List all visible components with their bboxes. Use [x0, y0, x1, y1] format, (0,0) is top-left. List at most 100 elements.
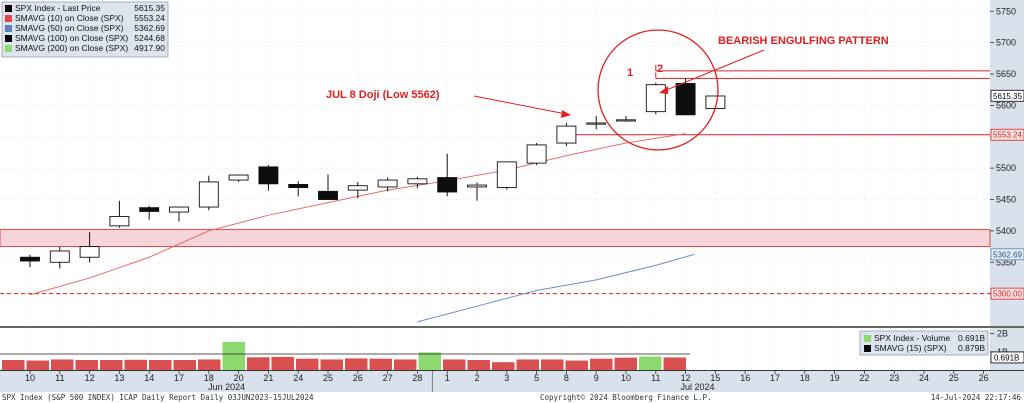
volume-bar	[516, 359, 539, 370]
volume-bar	[173, 360, 196, 370]
price-legend-box	[1, 1, 169, 58]
price-tick-label: 5650	[996, 69, 1016, 79]
date-tick-label: 2	[474, 373, 479, 383]
date-tick-label: 25	[323, 373, 333, 383]
date-tick-label: 24	[293, 373, 303, 383]
price-legend: SPX Index - Last Price 5615.35 SMAVG (10) …	[1, 1, 169, 58]
volume-bar	[51, 359, 74, 370]
date-tick-label: 17	[770, 373, 780, 383]
volume-bar	[590, 358, 613, 370]
legend-series-name: SPX Index - Last Price	[15, 3, 101, 13]
candle-body	[675, 82, 696, 116]
volume-bar	[443, 359, 466, 370]
candle-body	[258, 166, 279, 185]
date-tick-label: 17	[174, 373, 184, 383]
date-tick-label: 9	[594, 373, 599, 383]
volume-bar	[124, 359, 147, 370]
price-tag	[990, 89, 1024, 102]
date-tick-label: 28	[412, 373, 422, 383]
price-axis-panel	[990, 0, 1024, 326]
date-tick-label: 23	[889, 373, 899, 383]
date-tick-label: 26	[979, 373, 989, 383]
date-tick-label: 1	[445, 373, 450, 383]
legend-series-value: 5553.24	[134, 13, 165, 23]
volume-bars	[0, 341, 690, 370]
resistance-zone-band	[0, 229, 991, 247]
date-tick-label: 10	[621, 373, 631, 383]
candle-body	[49, 250, 70, 263]
volume-bar	[418, 352, 441, 370]
volume-legend: SPX Index - Volume 0.691B SMAVG (15) (SPX)…	[859, 330, 989, 356]
volume-bar	[296, 358, 319, 370]
candle-body	[377, 179, 398, 188]
doji-arrowhead	[561, 110, 571, 118]
annotations: BEARISH ENGULFING PATTERN JUL 8 Doji (Lo…	[326, 29, 889, 151]
volume-bar	[467, 360, 490, 370]
candle-body	[407, 178, 428, 185]
date-tick-label: 10	[25, 373, 35, 383]
candle-body	[169, 206, 189, 213]
volume-bar	[345, 358, 368, 370]
volume-bar	[565, 360, 588, 370]
footer-center: Copyright© 2024 Bloomberg Finance L.P.	[540, 393, 712, 402]
date-tick-label: 15	[710, 373, 720, 383]
legend-series-name: SMAVG (100) on Close (SPX)	[15, 33, 128, 43]
price-tags: 5615.35 5553.24 5362.69 5300.00 0.691B	[990, 89, 1024, 364]
date-tick-label: 3	[504, 373, 509, 383]
footer-left: SPX Index (S&P 500 INDEX) ICAP Daily Rep…	[2, 393, 314, 402]
doji-label: JUL 8 Doji (Low 5562)	[326, 89, 440, 101]
volume-bar	[614, 357, 637, 370]
volume-bar	[663, 357, 686, 370]
date-tick-label: 8	[564, 373, 569, 383]
volume-bar	[639, 356, 662, 370]
volume-bar	[222, 341, 245, 370]
volume-tag	[990, 351, 1024, 364]
price-tick-label: 5350	[996, 257, 1016, 267]
date-tick-label: 20	[234, 373, 244, 383]
volume-bar	[198, 359, 221, 370]
volume-bar	[394, 359, 417, 370]
price-tag-label: 5615.35	[993, 92, 1022, 101]
date-axis: 10 11 12 13 14 17 18 20 21 24 25 26 27 28 1 2 3 5 8 9 10 11 12…	[25, 370, 989, 392]
price-tag-label: 5362.69	[993, 250, 1022, 259]
date-tick-label: 13	[114, 373, 124, 383]
legend-series-name: SPX Index - Volume	[874, 333, 950, 343]
volume-bar	[271, 356, 294, 370]
date-tick-label: 26	[353, 373, 363, 383]
bearish-engulfing-label: BEARISH ENGULFING PATTERN	[718, 35, 889, 47]
legend-series-name: SMAVG (200) on Close (SPX)	[15, 43, 128, 53]
candle-2-label: 2	[657, 63, 663, 75]
resistance-zone	[0, 229, 991, 247]
date-tick-label: 5	[534, 373, 539, 383]
date-tick-label: 21	[263, 373, 273, 383]
month-label: Jun 2024	[208, 382, 245, 392]
price-tag	[990, 287, 1024, 300]
legend-swatch	[5, 5, 12, 12]
footer-right: 14-Jul-2024 22:17:46	[931, 393, 1022, 402]
legend-swatch	[5, 45, 12, 52]
candle-body	[318, 190, 338, 200]
volume-bar	[492, 362, 515, 370]
date-tick-label: 27	[383, 373, 393, 383]
price-tick-label: 5700	[996, 38, 1016, 48]
legend-series-name: SMAVG (10) on Close (SPX)	[15, 13, 124, 23]
price-tag	[990, 128, 1024, 141]
month-label: Jul 2024	[681, 382, 715, 392]
volume-bar	[75, 360, 98, 370]
price-tick-label: 5500	[996, 163, 1016, 173]
legend-swatch	[864, 335, 871, 342]
candle-body	[109, 216, 130, 227]
price-tag-label: 5300.00	[993, 290, 1022, 299]
date-tick-label: 18	[800, 373, 810, 383]
candle-body	[20, 256, 40, 262]
legend-series-name: SMAVG (15) (SPX)	[874, 343, 947, 353]
x-axis-panel	[0, 370, 1024, 392]
price-tick-label: 5600	[996, 100, 1016, 110]
candle-body	[556, 125, 577, 144]
volume-legend-box	[859, 330, 989, 356]
bearish-arrowhead	[659, 86, 668, 94]
candle-body	[198, 181, 219, 208]
candles	[20, 78, 726, 269]
candle-body	[467, 184, 487, 188]
price-tag	[990, 248, 1024, 261]
